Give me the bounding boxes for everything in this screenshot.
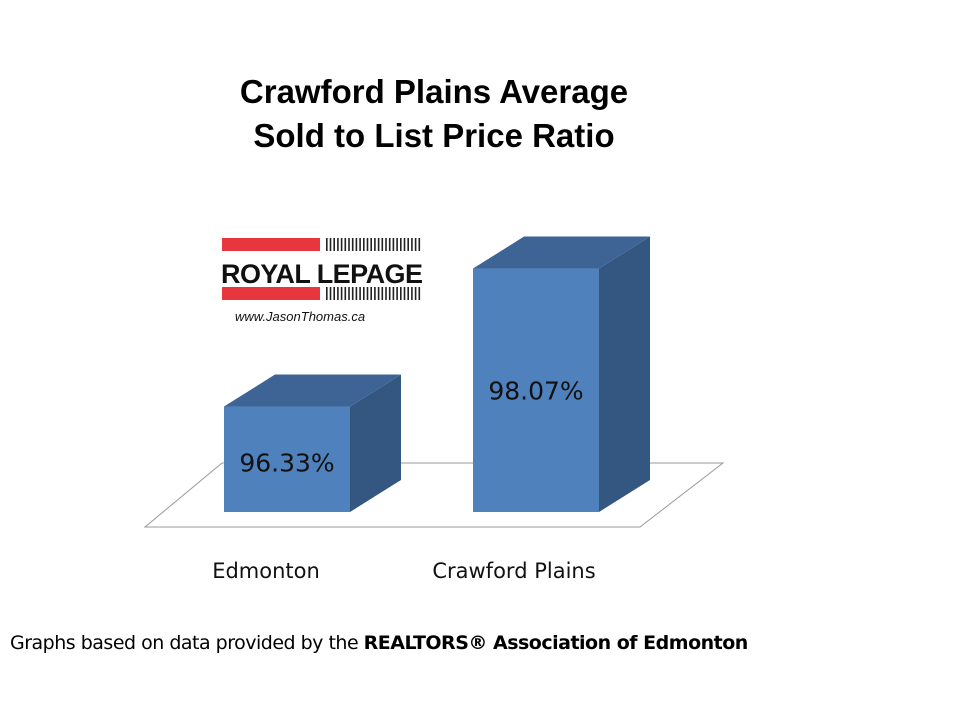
bar-front	[473, 268, 599, 512]
bar-side	[599, 236, 650, 512]
category-label: Crawford Plains	[432, 559, 595, 583]
footer-note: Graphs based on data provided by the REA…	[10, 632, 748, 654]
chart-title-line2: Sold to List Price Ratio	[253, 117, 615, 154]
svg-text:ROYAL LEPAGE: ROYAL LEPAGE	[221, 259, 423, 289]
footer-source: REALTORS® Association of Edmonton	[363, 632, 749, 654]
bar-top	[224, 374, 401, 407]
data-label: 98.07%	[488, 377, 583, 406]
data-label: 96.33%	[239, 449, 334, 478]
bar-side	[350, 374, 401, 512]
logo-website: www.JasonThomas.ca	[235, 309, 365, 324]
category-label: Edmonton	[212, 559, 320, 583]
royal-lepage-logo: ROYAL LEPAGE www.JasonThomas.ca	[221, 238, 423, 324]
bar-top	[473, 236, 650, 269]
chart-title-line1: Crawford Plains Average	[239, 73, 629, 110]
chart-title: Crawford Plains Average Sold to List Pri…	[0, 70, 868, 158]
bar-front	[224, 406, 350, 512]
footer-prefix: Graphs based on data provided by the	[10, 632, 364, 654]
